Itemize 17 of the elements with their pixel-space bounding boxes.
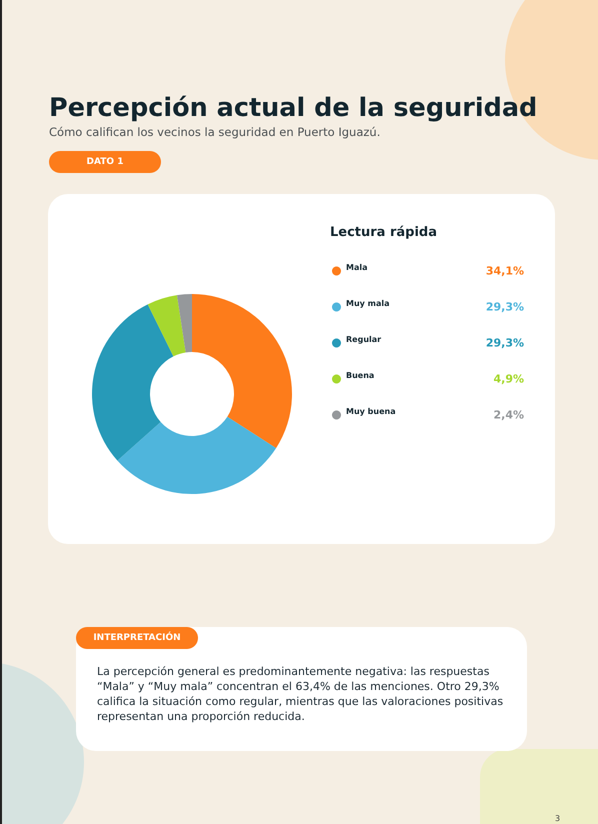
data-label: 34,1% bbox=[486, 264, 524, 278]
text: La percepción general es predominantemente negativa: las respuestas “Mala” y “Muy mala” concentran el 63,4% de las menciones. Otro 29,3% califica la situación como regular, mientras que las valoraciones positivas representan una proporción reducida. bbox=[97, 664, 504, 724]
chart-subtitle: Cómo califican los vecinos la seguridad en Puerto Iguazú. bbox=[49, 125, 380, 139]
data-label: 29,3% bbox=[486, 336, 524, 350]
chart-title: Percepción actual de la seguridad bbox=[49, 93, 538, 123]
data-label: 4,9% bbox=[493, 372, 524, 386]
data-label: 2,4% bbox=[493, 408, 524, 422]
legend-label: Mala bbox=[346, 263, 368, 272]
legend-label: Regular bbox=[346, 335, 382, 344]
legend-label: Muy mala bbox=[346, 299, 390, 308]
legend-label: Buena bbox=[346, 371, 374, 380]
text: 3 bbox=[555, 814, 560, 823]
text: INTERPRETACIÓN bbox=[76, 627, 198, 649]
legend-title: Lectura rápida bbox=[330, 225, 438, 240]
legend-label: Muy buena bbox=[346, 407, 396, 416]
data-label: 29,3% bbox=[486, 300, 524, 314]
text: DATO 1 bbox=[49, 151, 161, 173]
